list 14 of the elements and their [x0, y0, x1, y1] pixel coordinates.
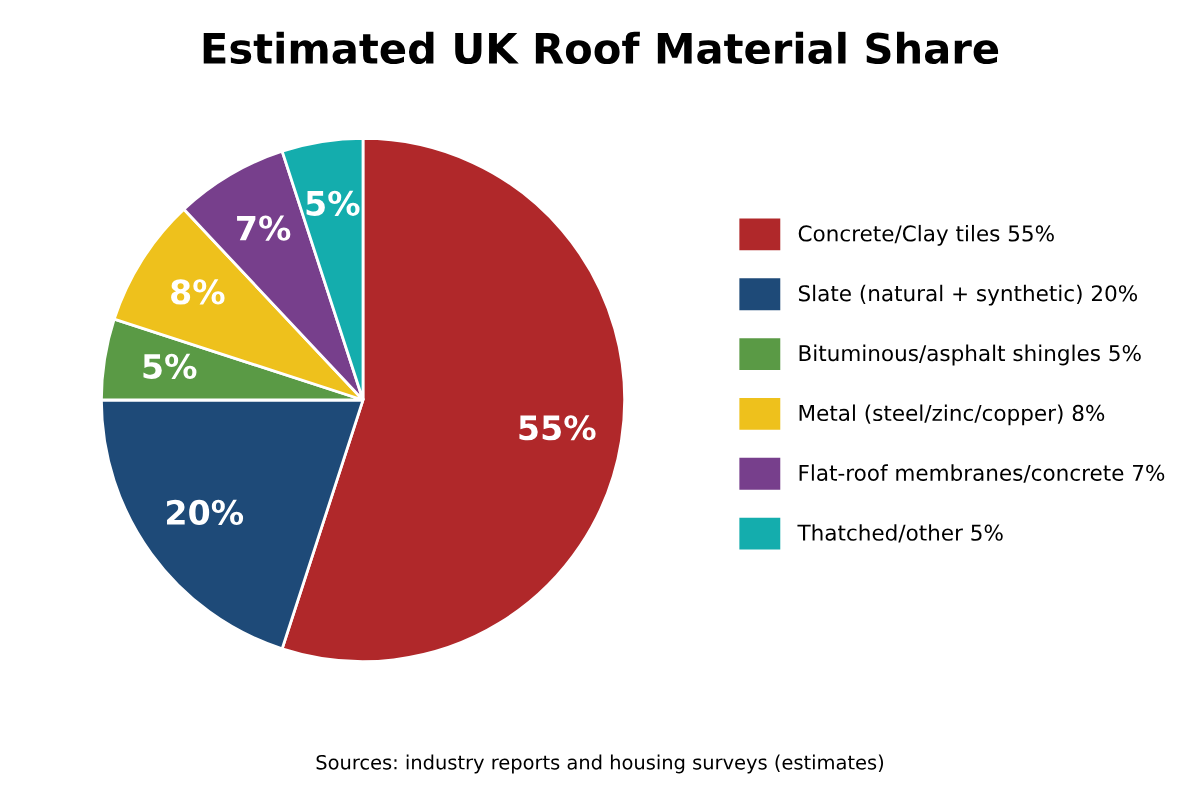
legend-label: Slate (natural + synthetic) 20% [798, 284, 1138, 306]
data-label: 5% [143, 353, 197, 379]
legend-label: Thatched/other 5% [797, 524, 1003, 543]
legend-label: Concrete/Clay tiles 55% [798, 224, 1054, 246]
legend-label: Flat-roof membranes/concrete 7% [799, 464, 1165, 483]
data-label: 5% [306, 190, 360, 216]
data-label: 8% [171, 279, 225, 305]
data-label: 55% [519, 415, 596, 441]
chart-title: Estimated UK Roof Material Share [203, 31, 999, 65]
data-label: 20% [167, 499, 244, 525]
legend-label: Bituminous/asphalt shingles 5% [799, 344, 1141, 366]
legend-label: Metal (steel/zinc/copper) 8% [799, 404, 1105, 426]
data-label: 7% [237, 215, 291, 241]
source-note: Sources: industry reports and housing surveys (estimates) [316, 754, 884, 774]
